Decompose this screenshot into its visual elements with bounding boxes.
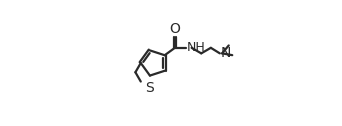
Text: NH: NH [187,41,206,54]
Text: O: O [169,22,180,36]
Text: S: S [146,81,154,95]
Text: N: N [221,46,231,60]
